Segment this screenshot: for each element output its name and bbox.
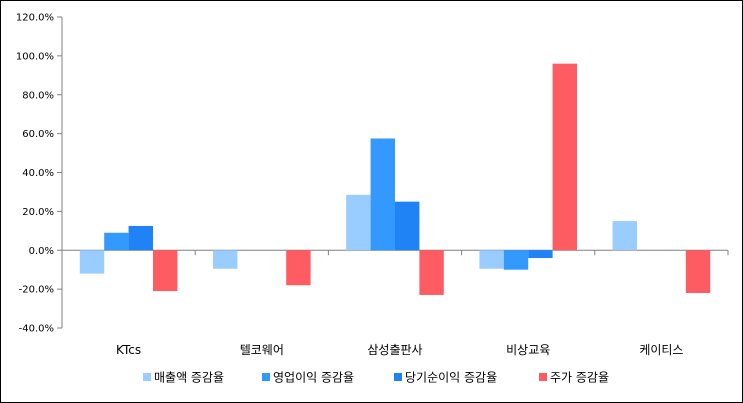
- x-category-label: 비상교육: [506, 343, 550, 357]
- legend-swatch: [262, 373, 270, 381]
- bar: [79, 250, 105, 274]
- x-category-label: 텔코웨어: [240, 343, 284, 357]
- y-axis-ticks: -40.0% -20.0% 0.0% 20.0% 40.0% 60.0% 80.0% 100.…: [16, 13, 62, 335]
- legend-swatch: [143, 373, 151, 381]
- bar: [479, 250, 504, 269]
- x-axis-ticks: KTcs 텔코웨어 삼성출판사 비상교육 케이티스: [61, 250, 729, 357]
- legend-label: 매출액 증감율: [154, 371, 224, 385]
- y-tick-label: 100.0%: [16, 51, 54, 62]
- x-category-label: 케이티스: [639, 343, 683, 357]
- bar: [419, 250, 444, 295]
- y-tick-label: 120.0%: [16, 13, 54, 24]
- bar: [395, 201, 420, 251]
- y-tick-label: 20.0%: [22, 207, 54, 218]
- legend: 매출액 증감율 영업이익 증감율 당기순이익 증감율 주가 증감율: [143, 371, 609, 385]
- bar: [552, 63, 577, 251]
- legend-swatch: [539, 373, 547, 381]
- bar: [346, 194, 371, 251]
- bar: [213, 250, 238, 269]
- bar: [528, 250, 553, 259]
- bar: [128, 225, 153, 251]
- y-tick-label: -20.0%: [19, 285, 54, 296]
- legend-label: 영업이익 증감율: [273, 371, 354, 385]
- bars-group: [79, 63, 711, 295]
- bar: [104, 232, 129, 251]
- legend-swatch: [394, 373, 402, 381]
- bar: [685, 250, 711, 294]
- bar: [612, 221, 637, 251]
- y-tick-label: 80.0%: [22, 90, 54, 101]
- x-category-label: KTcs: [116, 343, 141, 357]
- y-tick-label: 0.0%: [29, 246, 54, 257]
- x-category-label: 삼성출판사: [367, 343, 422, 357]
- legend-label: 주가 증감율: [550, 371, 609, 385]
- y-tick-label: 60.0%: [22, 129, 54, 140]
- bar: [286, 250, 311, 286]
- bar: [370, 138, 395, 251]
- legend-label: 당기순이익 증감율: [405, 371, 497, 385]
- y-tick-label: -40.0%: [19, 324, 54, 335]
- y-tick-label: 40.0%: [22, 168, 54, 179]
- bar: [503, 250, 529, 270]
- bar: [153, 250, 178, 292]
